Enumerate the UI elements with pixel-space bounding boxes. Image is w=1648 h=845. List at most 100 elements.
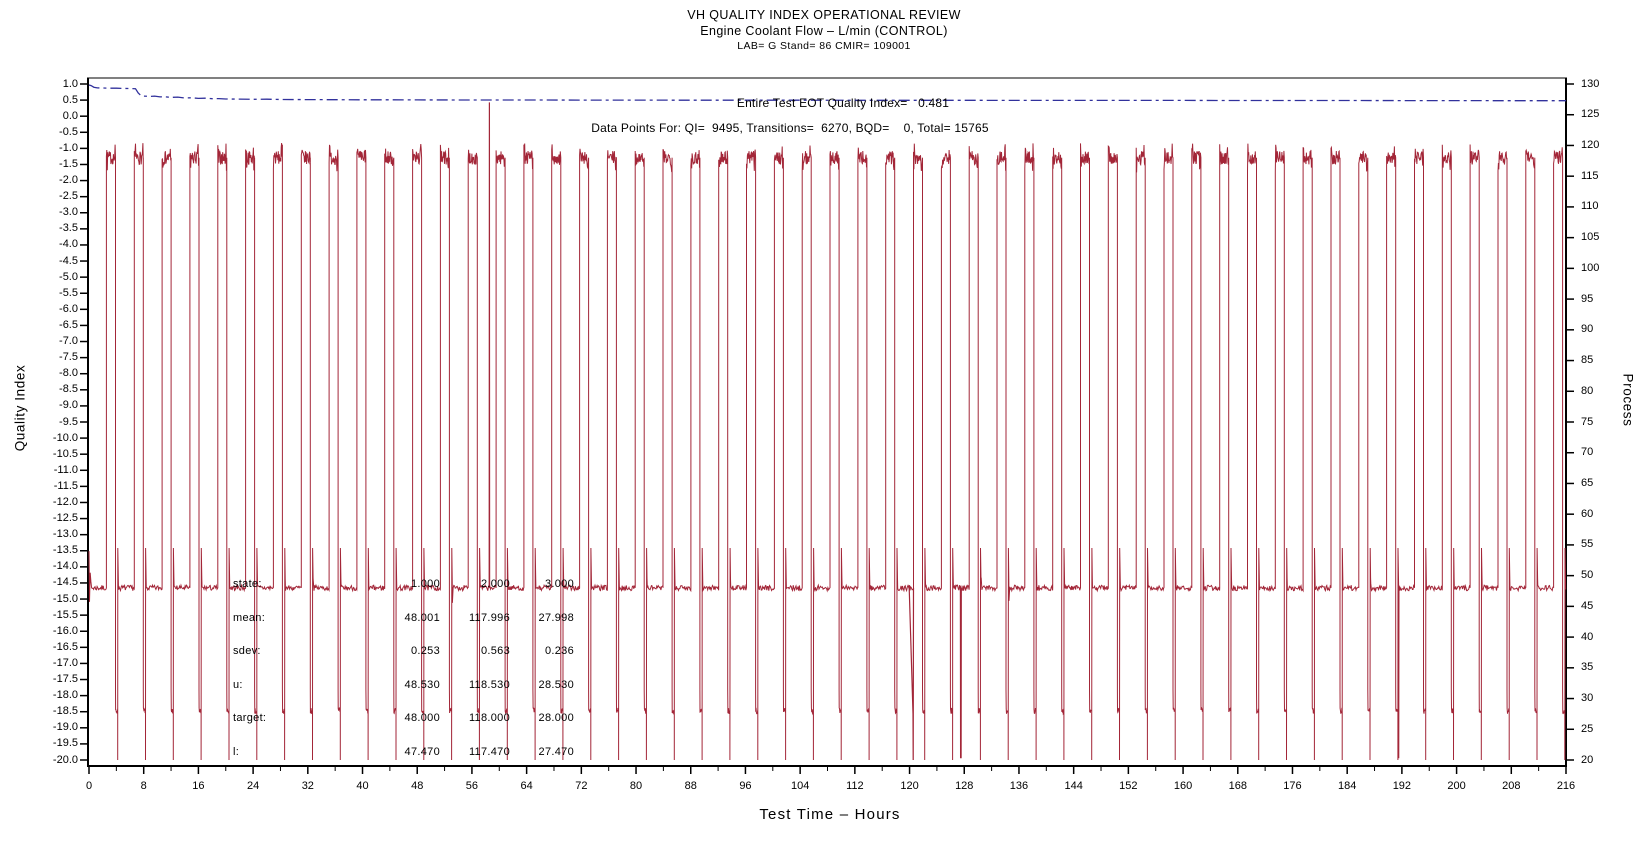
stats-value: 27.470 [538,745,574,758]
x-axis-tick-label: 168 [1228,780,1247,792]
x-axis-tick-label: 136 [1009,780,1029,792]
right-axis-title: Process [1620,373,1636,427]
left-axis-tick-label: -12.5 [52,512,78,525]
left-axis-tick-label: -6.5 [59,318,78,331]
right-axis-tick-label: 20 [1581,753,1594,766]
stats-value: 48.530 [404,678,440,691]
right-axis-tick-label: 40 [1581,630,1594,643]
stats-value: 48.000 [404,712,440,724]
eot-quality-index-annotation: Entire Test EOT Quality Index= 0.481 [736,96,950,110]
left-axis-tick-label: -5.0 [59,270,78,283]
left-axis-tick-label: -17.5 [52,673,78,686]
right-axis-tick-label: 45 [1581,599,1594,612]
left-axis-tick-label: -10.0 [52,431,78,444]
right-axis-tick-label: 110 [1581,200,1599,213]
x-axis-tick-label: 192 [1392,780,1412,792]
left-axis-tick-label: -15.5 [52,608,78,621]
x-axis-tick-label: 176 [1283,780,1302,792]
left-axis-tick-label: -18.5 [52,705,78,718]
stats-row-label: state: [233,578,262,590]
stats-value: 28.530 [538,678,574,691]
x-axis-tick-label: 152 [1119,780,1138,792]
left-axis-tick-label: -3.0 [59,206,78,219]
left-axis-tick-label: -0.5 [59,125,78,138]
left-axis-tick-label: -20.0 [52,753,78,766]
stats-value: 117.470 [468,745,510,758]
x-axis-tick-label: 88 [684,780,697,792]
left-axis-tick-label: -4.5 [59,254,78,267]
x-axis-tick-label: 104 [790,780,810,792]
right-axis-tick-label: 55 [1581,538,1594,551]
x-axis-tick-label: 80 [629,780,643,792]
stats-value: 27.998 [538,611,574,624]
data-points-annotation: Data Points For: QI= 9495, Transitions= … [591,121,989,135]
left-axis-tick-label: -3.5 [59,222,78,235]
x-axis-tick-label: 160 [1173,780,1193,792]
left-axis-tick-label: -11.5 [53,479,78,492]
x-axis-tick-label: 0 [85,780,93,792]
right-axis-tick-label: 90 [1581,323,1594,336]
x-axis-tick-label: 184 [1337,780,1357,792]
right-axis-tick-label: 115 [1581,169,1599,182]
stats-value: 28.000 [538,712,574,724]
stats-value: 0.563 [480,645,510,657]
x-axis-tick-label: 112 [846,780,864,792]
left-axis-tick-label: -13.0 [52,528,78,541]
x-axis-tick-label: 96 [739,780,752,792]
stats-value: 117.996 [468,611,510,624]
right-axis-tick-label: 95 [1581,292,1594,305]
left-axis-tick-label: -4.0 [59,238,78,251]
left-axis-title: Quality Index [12,364,28,452]
x-axis-tick-label: 24 [246,780,260,792]
left-axis-tick-label: -14.5 [52,576,78,589]
x-axis-tick-label: 40 [356,780,369,792]
left-axis-tick-label: -1.5 [59,157,78,170]
left-axis-tick-label: -18.0 [52,689,78,702]
stats-value: 47.470 [404,745,440,758]
x-axis-tick-label: 128 [955,780,974,792]
left-axis-tick-label: -10.5 [52,447,78,460]
left-axis-tick-label: -7.5 [59,351,78,364]
qi-trace [88,84,1566,102]
x-axis-tick-label: 200 [1447,780,1466,792]
left-axis-tick-label: -14.0 [52,560,78,573]
right-axis-tick-label: 35 [1581,661,1594,674]
process-anomaly-deep_dip [959,587,962,759]
left-axis-tick-label: -8.5 [59,383,78,396]
right-axis-tick-label: 125 [1581,108,1600,121]
stats-value: 48.001 [404,611,440,624]
right-axis-tick-label: 120 [1581,138,1600,151]
left-axis-tick-label: -15.0 [52,592,78,605]
process-anomaly-ramp_down [908,587,915,761]
stats-row-label: sdev: [233,645,261,657]
left-axis-tick-label: 1.0 [62,77,78,90]
left-axis-tick-label: -6.0 [59,302,78,315]
right-axis-tick-label: 130 [1581,77,1600,90]
stats-value: 3.000 [544,578,574,590]
process-trace [88,142,1567,761]
left-axis-tick-label: -5.5 [59,286,78,299]
x-axis-tick-label: 144 [1064,780,1083,792]
x-axis-tick-label: 32 [301,780,314,792]
right-axis-tick-label: 75 [1581,415,1594,428]
right-axis-tick-label: 100 [1581,261,1600,274]
stats-value: 1.000 [410,578,440,590]
left-axis-tick-label: -16.0 [52,624,78,637]
stats-row-label: u: [233,678,243,691]
stats-value: 0.253 [410,645,440,657]
left-axis-tick-label: -13.5 [52,544,78,557]
right-axis-tick-label: 30 [1581,692,1594,705]
stats-row-label: mean: [233,611,266,624]
process-anomaly-deep_dip [1397,587,1400,759]
right-axis-tick-label: 105 [1581,231,1600,244]
x-axis-tick-label: 56 [465,780,479,792]
x-axis-tick-label: 8 [140,780,147,792]
chart-subtitle2: LAB= G Stand= 86 CMIR= 109001 [737,40,911,52]
stats-value: 2.000 [480,578,510,590]
left-axis-tick-label: 0.5 [62,93,78,106]
left-axis-tick-label: -12.0 [52,495,78,508]
x-axis-title: Test Time – Hours [759,806,901,823]
left-axis-tick-label: -8.0 [59,367,78,380]
left-axis-tick-label: -2.0 [59,174,78,187]
